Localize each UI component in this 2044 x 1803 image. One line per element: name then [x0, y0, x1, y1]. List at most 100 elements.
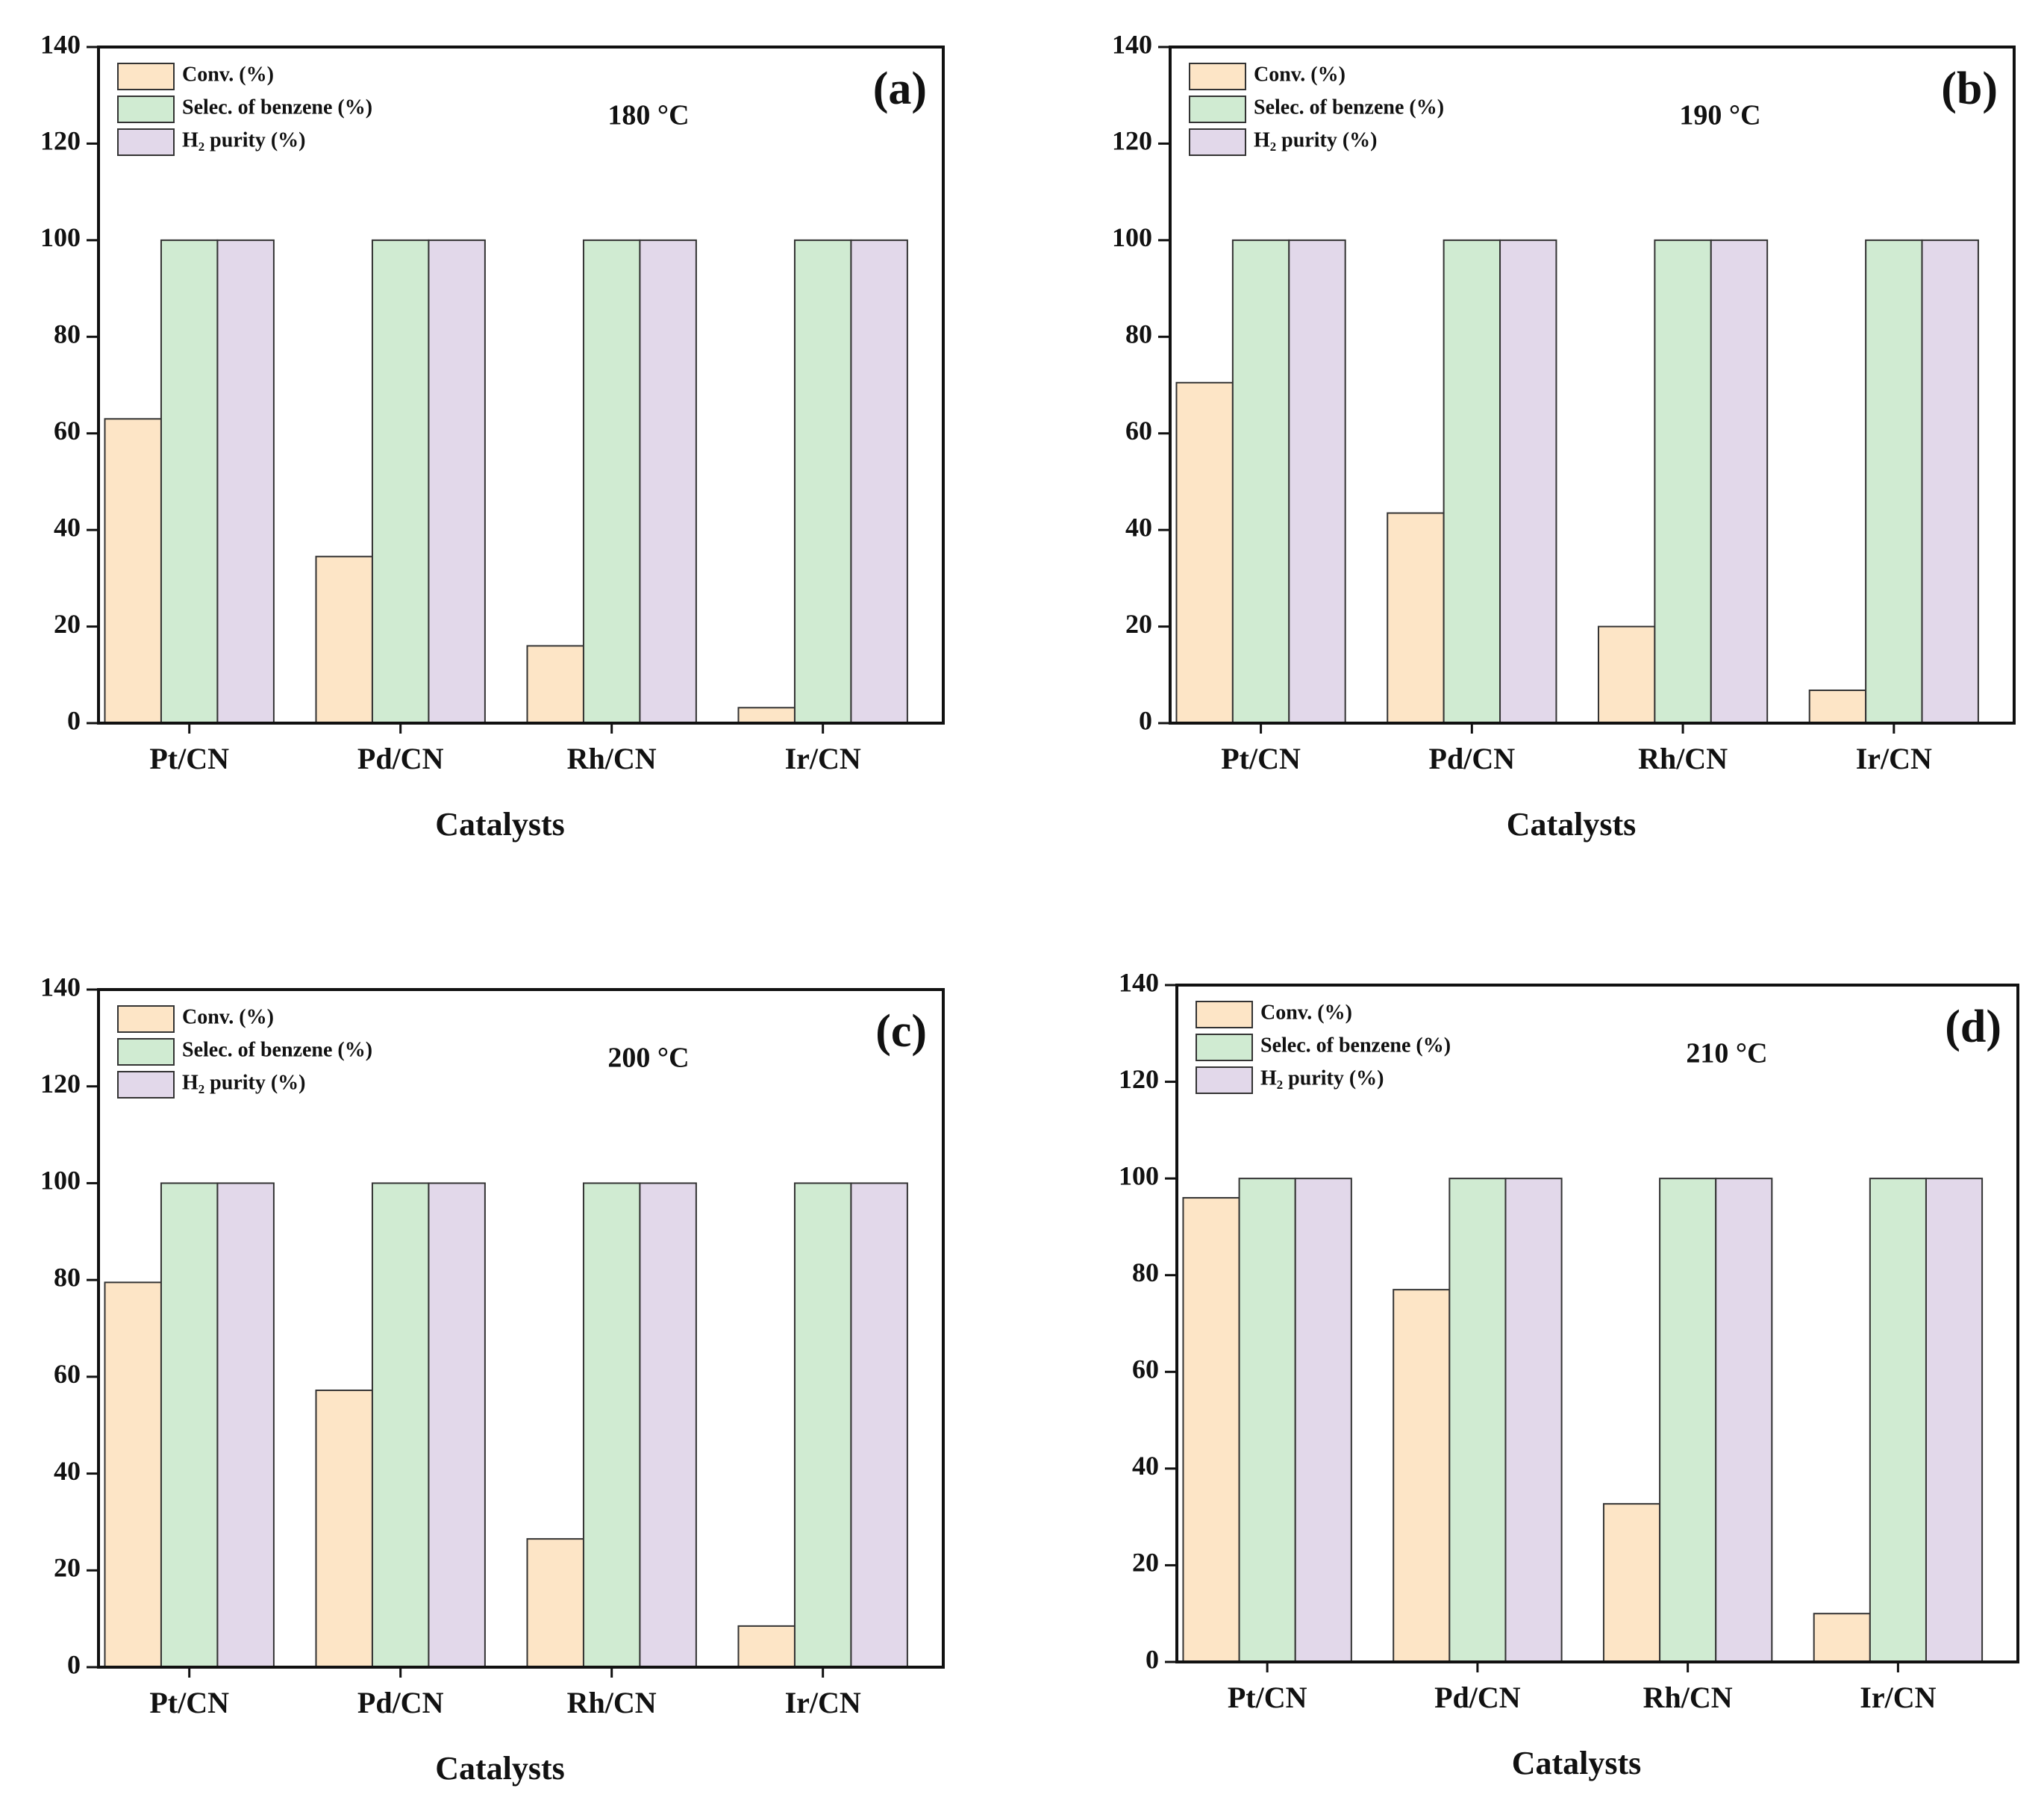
bar: [1602, 1503, 1661, 1663]
x-tick-label: Ir/CN: [785, 742, 861, 775]
bar: [371, 239, 430, 725]
bar: [216, 1182, 275, 1668]
x-tick-label: Rh/CN: [1638, 742, 1728, 775]
annotation: 180 °C: [607, 100, 689, 131]
bar: [582, 239, 641, 725]
bar: [737, 1625, 796, 1668]
plot-frame: [1175, 984, 2019, 1663]
annotation: 200 °C: [607, 1043, 689, 1074]
bar: [315, 1390, 373, 1668]
x-tick-label: Pt/CN: [149, 1686, 229, 1719]
bar: [160, 239, 219, 725]
y-tick-label: 140: [40, 972, 81, 1002]
legend-label: Conv. (%): [1254, 63, 1346, 86]
bar: [639, 1182, 697, 1668]
bar: [1710, 239, 1769, 725]
y-tick-label: 100: [40, 1166, 81, 1196]
x-tick-label: Pt/CN: [149, 742, 229, 775]
y-tick-label: 20: [54, 1553, 81, 1583]
bar: [1387, 512, 1445, 724]
bar: [104, 1281, 162, 1668]
panel-label: (b): [1941, 63, 1998, 114]
x-tick-label: Pt/CN: [1228, 1681, 1307, 1714]
y-tick-label: 120: [40, 126, 81, 156]
plot-frame: [97, 988, 945, 1669]
bar: [850, 1182, 908, 1668]
bar: [1654, 239, 1712, 725]
legend-swatch: [117, 96, 175, 123]
legend-label: Conv. (%): [1260, 1001, 1352, 1024]
bar: [1182, 1197, 1240, 1663]
x-tick-label: Ir/CN: [1860, 1681, 1936, 1714]
bar: [428, 1182, 486, 1668]
bar: [1294, 1178, 1352, 1663]
bar: [526, 645, 584, 725]
legend-swatch: [117, 1071, 175, 1099]
legend-label: Selec. of benzene (%): [182, 96, 372, 119]
bar: [582, 1182, 641, 1668]
y-tick-label: 80: [54, 319, 81, 349]
y-tick-label: 120: [1119, 1064, 1159, 1094]
y-tick-label: 140: [40, 29, 81, 59]
y-tick-label: 60: [54, 1359, 81, 1389]
bar: [1813, 1613, 1871, 1663]
y-tick-label: 140: [1112, 29, 1152, 59]
bar: [793, 1182, 852, 1668]
legend-label: Conv. (%): [182, 1005, 274, 1028]
y-tick-label: 0: [1139, 705, 1152, 735]
y-tick-label: 80: [54, 1262, 81, 1292]
panel-label: (d): [1945, 1002, 2001, 1052]
y-tick-label: 40: [1125, 512, 1152, 542]
legend-label: Selec. of benzene (%): [1254, 96, 1444, 119]
plot-frame: [1169, 46, 2016, 725]
annotation: 190 °C: [1679, 100, 1760, 131]
legend-swatch: [1189, 63, 1246, 90]
bar: [850, 239, 908, 725]
legend-label: Conv. (%): [182, 63, 274, 86]
x-axis-title: Catalysts: [435, 806, 565, 843]
bar: [1865, 239, 1923, 725]
x-tick-label: Rh/CN: [567, 1686, 657, 1719]
y-tick-label: 0: [1146, 1644, 1159, 1674]
legend-label: H₂ purity (%): [1254, 128, 1378, 151]
legend-label: H₂ purity (%): [182, 128, 306, 151]
y-tick-label: 0: [67, 1649, 81, 1679]
y-tick-label: 100: [40, 222, 81, 252]
x-axis-title: Catalysts: [1507, 806, 1637, 843]
y-tick-label: 40: [54, 512, 81, 542]
bar: [1808, 689, 1867, 724]
legend-swatch: [1196, 1001, 1253, 1028]
plot-frame: [97, 46, 945, 725]
x-tick-label: Ir/CN: [785, 1686, 861, 1719]
legend-label: Selec. of benzene (%): [1260, 1034, 1451, 1057]
x-axis-title: Catalysts: [1512, 1745, 1642, 1781]
bar: [1238, 1178, 1296, 1663]
bar: [793, 239, 852, 725]
y-tick-label: 60: [1132, 1354, 1159, 1384]
bar: [1597, 625, 1656, 724]
bar: [1869, 1178, 1927, 1663]
x-tick-label: Pd/CN: [357, 742, 444, 775]
panel-label: (c): [875, 1006, 927, 1057]
bar: [104, 418, 162, 724]
bar: [1921, 239, 1979, 725]
legend-swatch: [1196, 1066, 1253, 1094]
bar: [1499, 239, 1557, 725]
bar: [1231, 239, 1290, 725]
legend-label: H₂ purity (%): [1260, 1066, 1384, 1090]
y-tick-label: 100: [1112, 222, 1152, 252]
bar: [1443, 239, 1501, 725]
bar: [371, 1182, 430, 1668]
bar: [1448, 1178, 1507, 1663]
y-tick-label: 0: [67, 705, 81, 735]
legend-swatch: [1189, 96, 1246, 123]
y-tick-label: 20: [54, 609, 81, 639]
x-tick-label: Pd/CN: [1429, 742, 1516, 775]
bar: [1504, 1178, 1563, 1663]
bar: [160, 1182, 219, 1668]
y-tick-label: 60: [1125, 416, 1152, 446]
bar: [216, 239, 275, 725]
annotation: 210 °C: [1686, 1038, 1767, 1069]
legend-label: Selec. of benzene (%): [182, 1038, 372, 1061]
